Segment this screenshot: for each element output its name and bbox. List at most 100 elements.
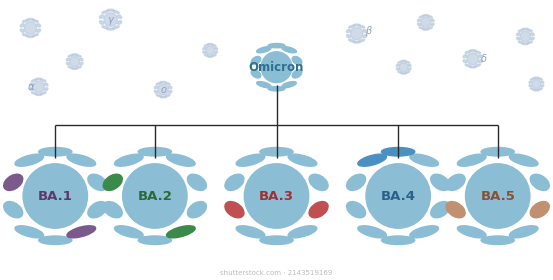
- Ellipse shape: [431, 174, 450, 190]
- Ellipse shape: [481, 236, 514, 244]
- Text: Omicron: Omicron: [249, 61, 304, 74]
- Ellipse shape: [102, 11, 108, 13]
- Ellipse shape: [309, 174, 328, 190]
- Ellipse shape: [463, 60, 467, 63]
- Ellipse shape: [457, 154, 486, 166]
- Ellipse shape: [530, 202, 549, 218]
- Text: BA.2: BA.2: [137, 190, 173, 202]
- Ellipse shape: [103, 202, 122, 218]
- Ellipse shape: [292, 70, 302, 78]
- Ellipse shape: [517, 37, 520, 40]
- Ellipse shape: [288, 154, 317, 166]
- Ellipse shape: [347, 35, 351, 38]
- Ellipse shape: [68, 55, 73, 57]
- Ellipse shape: [538, 78, 542, 80]
- Text: BA.1: BA.1: [38, 190, 73, 202]
- Ellipse shape: [260, 236, 293, 244]
- Ellipse shape: [268, 87, 285, 91]
- Ellipse shape: [113, 26, 119, 29]
- Ellipse shape: [117, 15, 122, 18]
- Ellipse shape: [517, 33, 520, 36]
- Ellipse shape: [260, 148, 293, 156]
- Ellipse shape: [169, 86, 172, 89]
- Text: o: o: [160, 85, 166, 95]
- Ellipse shape: [80, 58, 83, 61]
- Ellipse shape: [358, 226, 387, 238]
- Ellipse shape: [44, 88, 48, 91]
- Ellipse shape: [530, 174, 549, 190]
- Ellipse shape: [518, 29, 524, 31]
- Ellipse shape: [527, 29, 533, 31]
- Ellipse shape: [88, 202, 107, 218]
- Ellipse shape: [366, 164, 430, 228]
- Ellipse shape: [66, 62, 70, 65]
- Ellipse shape: [423, 29, 429, 30]
- Ellipse shape: [160, 81, 166, 83]
- Ellipse shape: [68, 66, 73, 68]
- Ellipse shape: [401, 73, 406, 74]
- Ellipse shape: [463, 55, 467, 58]
- Ellipse shape: [114, 154, 143, 166]
- Ellipse shape: [475, 64, 481, 67]
- Ellipse shape: [32, 92, 36, 94]
- Ellipse shape: [166, 154, 195, 166]
- Ellipse shape: [35, 94, 42, 95]
- Ellipse shape: [67, 154, 96, 166]
- Ellipse shape: [358, 154, 387, 166]
- Ellipse shape: [24, 22, 36, 34]
- Ellipse shape: [418, 19, 421, 22]
- Ellipse shape: [481, 148, 514, 156]
- Ellipse shape: [529, 81, 532, 83]
- Ellipse shape: [423, 15, 429, 16]
- Ellipse shape: [418, 23, 421, 26]
- Ellipse shape: [353, 41, 360, 43]
- Ellipse shape: [401, 60, 406, 62]
- Ellipse shape: [39, 148, 72, 156]
- Ellipse shape: [309, 202, 328, 218]
- Ellipse shape: [66, 58, 70, 61]
- Ellipse shape: [107, 9, 114, 11]
- Ellipse shape: [203, 51, 206, 53]
- Ellipse shape: [187, 202, 206, 218]
- Ellipse shape: [4, 174, 23, 190]
- Ellipse shape: [419, 16, 424, 18]
- Ellipse shape: [538, 88, 542, 90]
- Ellipse shape: [410, 226, 439, 238]
- Ellipse shape: [160, 96, 166, 98]
- Ellipse shape: [282, 81, 296, 88]
- Ellipse shape: [104, 13, 117, 26]
- Ellipse shape: [113, 11, 119, 13]
- Ellipse shape: [351, 27, 363, 40]
- Ellipse shape: [123, 164, 187, 228]
- Ellipse shape: [100, 15, 104, 18]
- Ellipse shape: [359, 25, 364, 28]
- Ellipse shape: [398, 61, 402, 63]
- Ellipse shape: [431, 19, 434, 22]
- Ellipse shape: [520, 31, 531, 42]
- Ellipse shape: [236, 226, 265, 238]
- Ellipse shape: [156, 83, 161, 85]
- Ellipse shape: [363, 35, 367, 38]
- Ellipse shape: [405, 71, 410, 73]
- Ellipse shape: [154, 86, 158, 89]
- Ellipse shape: [102, 26, 108, 29]
- Ellipse shape: [212, 45, 216, 46]
- Ellipse shape: [421, 17, 431, 27]
- Ellipse shape: [466, 164, 530, 228]
- Ellipse shape: [288, 226, 317, 238]
- Ellipse shape: [405, 61, 410, 63]
- Ellipse shape: [20, 29, 24, 32]
- Ellipse shape: [41, 79, 46, 81]
- Ellipse shape: [531, 37, 534, 40]
- Ellipse shape: [531, 33, 534, 36]
- Ellipse shape: [282, 47, 296, 53]
- Ellipse shape: [261, 52, 292, 83]
- Ellipse shape: [465, 64, 471, 67]
- Ellipse shape: [204, 45, 208, 46]
- Ellipse shape: [33, 34, 38, 36]
- Ellipse shape: [353, 24, 360, 26]
- Ellipse shape: [206, 46, 215, 55]
- Ellipse shape: [534, 90, 539, 91]
- Ellipse shape: [509, 226, 538, 238]
- Ellipse shape: [72, 54, 77, 55]
